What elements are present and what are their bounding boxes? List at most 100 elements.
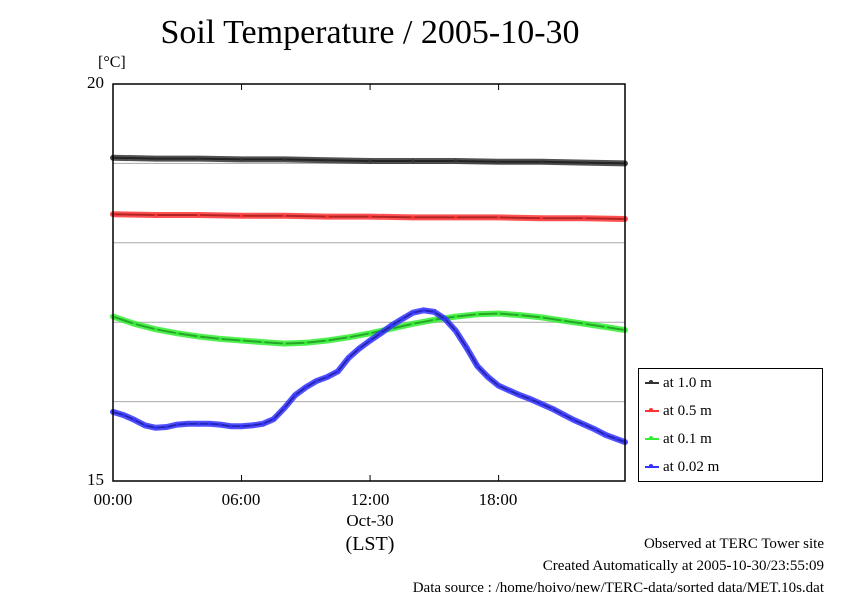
series-3-point-22 xyxy=(347,356,351,360)
series-0-point-6 xyxy=(368,159,372,163)
series-3-point-13 xyxy=(250,423,254,428)
y-tick-label-min: 15 xyxy=(87,470,104,489)
series-1-point-2 xyxy=(197,213,201,217)
series-1-point-5 xyxy=(325,214,329,219)
x-tick-label-1200: 12:00 xyxy=(350,490,390,509)
series-3-point-27 xyxy=(400,317,404,321)
series-3-point-2 xyxy=(132,418,137,422)
series-3-point-38 xyxy=(518,393,522,397)
legend-label-01m: at 0.1 m xyxy=(663,430,712,447)
series-2-point-4 xyxy=(197,334,201,339)
series-0-point-7 xyxy=(411,159,415,163)
series-3-point-18 xyxy=(304,385,308,389)
footer-created: Created Automatically at 2005-10-30/23:5… xyxy=(542,558,824,574)
series-1-point-3 xyxy=(239,214,244,218)
series-3-point-46 xyxy=(604,433,608,437)
y-tick-label-max: 20 xyxy=(87,73,104,92)
series-3-point-37 xyxy=(507,388,511,393)
x-tick-label-1800: 18:00 xyxy=(478,490,518,509)
series-0-point-8 xyxy=(454,159,458,163)
legend-swatch-01m xyxy=(645,436,659,440)
series-2-point-19 xyxy=(518,313,522,317)
legend-label-002m: at 0.02 m xyxy=(663,458,720,475)
legend: at 1.0 m at 0.5 m at 0.1 m at 0.02 m xyxy=(638,368,823,482)
series-3-point-45 xyxy=(593,427,597,431)
legend-swatch-002m xyxy=(645,464,659,468)
y-axis-unit: [°C] xyxy=(98,54,126,71)
series-0-point-3 xyxy=(239,157,244,162)
series-3-point-35 xyxy=(486,375,490,379)
series-3-point-10 xyxy=(218,423,222,427)
series-3-point-40 xyxy=(539,402,544,406)
legend-label-1m: at 1.0 m xyxy=(663,374,712,391)
series-3-point-1 xyxy=(122,413,126,417)
plot-frame xyxy=(112,83,626,482)
series-2-point-11 xyxy=(347,335,351,339)
series-line-3 xyxy=(110,307,628,446)
series-0-point-11 xyxy=(582,161,586,165)
legend-item-05m: at 0.5 m xyxy=(645,400,712,422)
series-3-point-5 xyxy=(164,425,169,429)
series-2-point-2 xyxy=(154,327,158,331)
series-2-point-1 xyxy=(132,322,137,326)
series-2-point-23 xyxy=(604,325,608,329)
series-3-point-33 xyxy=(464,346,469,350)
series-2-point-21 xyxy=(561,319,565,323)
series-2-point-22 xyxy=(582,322,586,326)
series-2-point-5 xyxy=(218,337,222,341)
series-3-point-8 xyxy=(197,422,201,426)
footer-source: Data source : /home/hoivo/new/TERC-data/… xyxy=(412,580,824,596)
legend-item-01m: at 0.1 m xyxy=(645,428,712,450)
series-1-point-4 xyxy=(282,214,286,218)
series-3-point-25 xyxy=(379,331,383,335)
series-2-point-20 xyxy=(539,315,544,320)
series-2-point-12 xyxy=(368,331,372,335)
series-3-point-4 xyxy=(154,426,158,430)
series-2-point-6 xyxy=(239,338,244,343)
x-tick-label-0000: 00:00 xyxy=(93,490,133,509)
series-3-point-16 xyxy=(282,406,286,410)
series-3-point-11 xyxy=(229,424,233,428)
series-1-point-1 xyxy=(154,213,158,217)
series-2-point-15 xyxy=(432,318,436,322)
series-3-point-36 xyxy=(497,384,501,388)
series-1-point-11 xyxy=(582,216,586,220)
series-2-point-16 xyxy=(454,315,458,319)
series-3-point-32 xyxy=(454,329,458,333)
series-3-point-47 xyxy=(614,437,619,441)
x-axis-label: (LST) xyxy=(345,533,395,555)
legend-item-1m: at 1.0 m xyxy=(645,372,712,394)
series-3-point-43 xyxy=(571,418,576,422)
series-3-point-9 xyxy=(207,422,212,426)
series-2-point-14 xyxy=(411,322,415,326)
series-3-point-26 xyxy=(389,323,394,327)
series-3-point-14 xyxy=(261,422,265,426)
legend-label-05m: at 0.5 m xyxy=(663,402,712,419)
series-3-point-20 xyxy=(325,375,329,379)
series-1-point-10 xyxy=(539,216,544,220)
series-3-point-24 xyxy=(368,338,372,343)
footer-observed: Observed at TERC Tower site xyxy=(643,536,824,552)
series-3-point-3 xyxy=(143,423,147,428)
x-date-label: Oct-30 xyxy=(346,511,394,530)
series-1-point-8 xyxy=(454,215,458,219)
series-2-point-17 xyxy=(475,312,479,316)
series-3-point-17 xyxy=(293,393,297,397)
series-1-point-7 xyxy=(411,215,415,219)
series-0-point-1 xyxy=(154,157,158,161)
series-3-point-28 xyxy=(411,311,415,315)
series-1-point-9 xyxy=(497,215,501,219)
legend-swatch-1m xyxy=(645,380,659,384)
series-0-point-5 xyxy=(325,158,329,162)
series-1-point-6 xyxy=(368,214,372,219)
series-0-point-4 xyxy=(282,157,286,162)
series-2-point-7 xyxy=(261,340,265,344)
series-3-point-23 xyxy=(357,346,361,351)
series-3-point-41 xyxy=(550,407,554,411)
series-3-point-21 xyxy=(336,369,340,374)
series-3-point-12 xyxy=(239,424,244,428)
series-3-point-44 xyxy=(582,423,586,427)
series-3-point-6 xyxy=(175,423,179,427)
series-0-point-10 xyxy=(539,160,544,164)
